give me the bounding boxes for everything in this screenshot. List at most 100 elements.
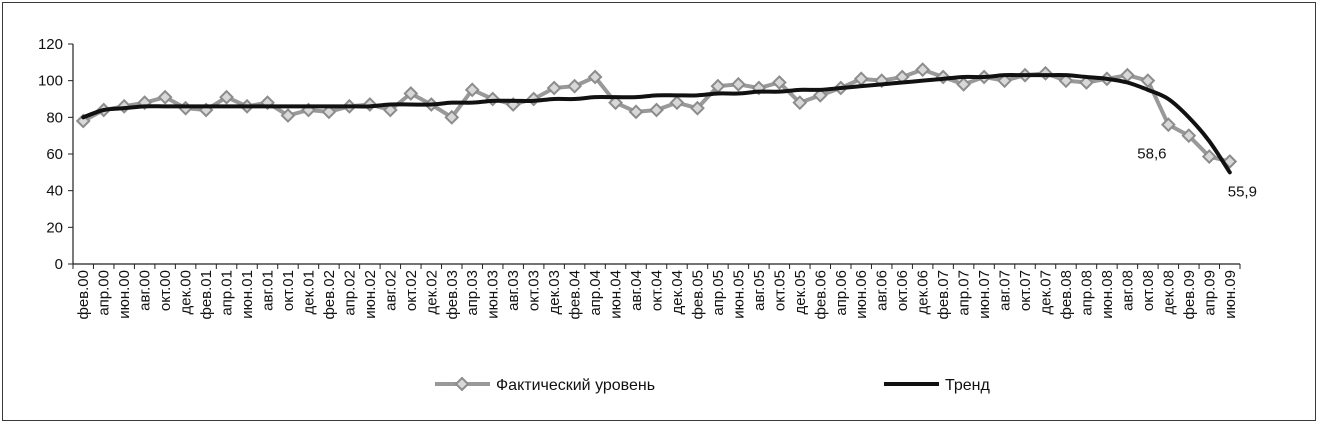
x-tick-label: фев.02	[321, 270, 338, 320]
y-tick-label: 40	[46, 183, 63, 200]
x-tick-label: дек.07	[1038, 270, 1055, 315]
x-tick-label: фев.03	[444, 270, 461, 320]
x-tick-label: фев.09	[1181, 270, 1198, 320]
data-point-marker	[1181, 128, 1197, 144]
x-tick-label: дек.08	[1160, 270, 1177, 315]
x-tick-label: июн.07	[976, 270, 993, 319]
x-tick-label: апр.05	[710, 270, 727, 316]
x-tick-label: апр.00	[96, 270, 113, 316]
x-tick-label: окт.07	[1017, 270, 1034, 311]
data-point-marker	[1058, 73, 1074, 89]
x-tick-label: апр.08	[1078, 270, 1095, 316]
chart-axes	[68, 43, 1241, 269]
x-tick-label: апр.02	[341, 270, 358, 316]
data-label: 55,9	[1228, 184, 1257, 201]
x-tick-label: апр.09	[1201, 270, 1218, 316]
data-annotations: 58,6 55,9	[1137, 146, 1257, 201]
x-tick-label: фев.00	[75, 270, 92, 320]
x-tick-label: фев.05	[689, 270, 706, 320]
data-point-marker	[587, 69, 603, 85]
data-point-marker	[321, 104, 337, 120]
data-point-marker	[1222, 154, 1238, 169]
x-tick-label: июн.00	[116, 270, 133, 319]
x-tick-label: фев.07	[935, 270, 952, 320]
x-tick-label: дек.00	[178, 270, 195, 315]
data-point-marker	[649, 102, 664, 118]
data-point-marker	[137, 95, 153, 111]
data-label: 58,6	[1137, 146, 1166, 163]
x-tick-label: дек.01	[300, 270, 317, 315]
x-tick-label: окт.04	[649, 270, 666, 311]
data-point-marker	[1119, 67, 1135, 83]
data-point-marker	[444, 109, 460, 125]
data-point-marker	[771, 75, 787, 90]
x-tick-label: апр.06	[833, 270, 850, 316]
data-point-marker	[1079, 75, 1094, 90]
x-tick-label: апр.07	[956, 270, 973, 316]
chart-legend: Фактический уровень Тренд	[435, 376, 991, 394]
x-tick-label: авг.06	[874, 270, 891, 311]
data-point-marker	[669, 95, 685, 111]
series-trend	[81, 73, 1232, 175]
x-tick-label: июн.09	[1222, 270, 1239, 319]
x-tick-label: фев.06	[812, 270, 829, 320]
y-tick-label: 0	[55, 256, 63, 273]
x-tick-label: окт.00	[157, 270, 174, 311]
x-tick-label: июн.03	[485, 270, 502, 319]
y-tick-label: 120	[38, 36, 63, 53]
x-tick-label: июн.05	[730, 270, 747, 319]
x-tick-label: авг.08	[1119, 270, 1136, 311]
legend-item-trend: Тренд	[884, 377, 991, 394]
data-point-marker	[567, 78, 583, 94]
x-tick-label: апр.04	[587, 270, 604, 316]
legend-label-trend: Тренд	[945, 377, 991, 394]
x-tick-label: окт.02	[403, 270, 420, 311]
x-tick-label: авг.01	[260, 270, 277, 311]
legend-label-actual: Фактический уровень	[496, 377, 655, 394]
data-point-marker	[1160, 117, 1176, 133]
x-tick-label: июн.04	[608, 270, 625, 319]
x-tick-label: июн.08	[1099, 270, 1116, 319]
data-point-marker	[382, 102, 398, 118]
x-tick-label: фев.01	[198, 270, 215, 320]
x-tick-label: дек.04	[669, 270, 686, 315]
x-tick-label: авг.03	[505, 270, 522, 311]
data-point-marker	[260, 95, 275, 111]
data-point-marker	[853, 71, 869, 87]
x-tick-label: июн.01	[239, 270, 256, 319]
data-point-marker	[1140, 73, 1156, 89]
x-tick-label: авг.04	[628, 270, 645, 311]
x-tick-label: дек.03	[546, 270, 563, 315]
data-point-marker	[280, 108, 296, 123]
data-point-marker	[730, 76, 746, 92]
series-actual-level	[75, 62, 1238, 169]
y-tick-labels: 0 20 40 60 80 100 120	[38, 36, 63, 273]
y-tick-label: 80	[46, 109, 63, 126]
x-tick-label: авг.02	[382, 270, 399, 311]
legend-item-actual: Фактический уровень	[435, 376, 655, 394]
x-tick-label: июн.02	[362, 270, 379, 319]
x-tick-label: апр.01	[219, 270, 236, 316]
data-point-marker	[219, 89, 234, 105]
data-point-marker	[956, 76, 972, 92]
series-trend-line	[81, 73, 1232, 175]
x-tick-labels: фев.00 апр.00 июн.00 авг.00 окт.00 дек.00 фев.…	[75, 270, 1239, 320]
x-tick-label: авг.00	[137, 270, 154, 311]
data-point-marker	[464, 82, 480, 98]
y-tick-label: 60	[46, 146, 63, 163]
x-tick-label: окт.08	[1140, 270, 1157, 311]
data-point-marker	[628, 104, 644, 120]
data-point-marker	[812, 87, 828, 103]
x-tick-label: апр.03	[464, 270, 481, 316]
data-point-marker	[403, 86, 419, 101]
data-point-marker	[792, 95, 808, 111]
x-tick-label: авг.07	[997, 270, 1014, 311]
data-point-marker	[915, 62, 931, 78]
x-tick-label: дек.05	[792, 270, 809, 315]
x-tick-label: фев.08	[1058, 270, 1075, 320]
data-point-marker	[608, 95, 623, 111]
y-tick-label: 100	[38, 73, 63, 90]
x-tick-label: фев.04	[567, 270, 584, 320]
